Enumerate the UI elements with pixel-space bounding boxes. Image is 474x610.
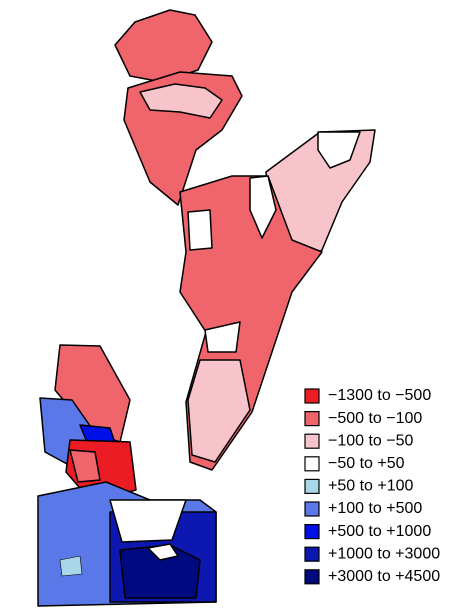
region	[317, 131, 361, 169]
region	[109, 499, 187, 543]
legend-label: −100 to −50	[328, 432, 414, 449]
region	[59, 555, 83, 577]
legend-swatch	[304, 388, 320, 404]
legend-swatch	[304, 569, 320, 585]
region	[249, 175, 277, 239]
legend-swatch	[304, 523, 320, 540]
legend-swatch	[304, 433, 320, 449]
legend-label: −50 to +50	[328, 455, 405, 472]
legend-label: −500 to −100	[328, 410, 422, 427]
region	[187, 209, 213, 251]
legend-label: +1000 to +3000	[328, 545, 440, 562]
region	[114, 9, 213, 83]
legend-swatch	[304, 456, 320, 472]
region	[139, 83, 223, 119]
legend-label: +500 to +1000	[328, 523, 431, 540]
choropleth-map	[37, 9, 376, 607]
region	[147, 543, 179, 561]
region	[204, 321, 241, 353]
legend-label: −1300 to −500	[328, 387, 431, 404]
region	[69, 449, 101, 483]
legend-swatch	[304, 501, 320, 517]
legend-swatch	[304, 478, 320, 494]
legend-swatch	[304, 411, 320, 427]
legend-label: +3000 to +4500	[328, 568, 440, 585]
legend: −1300 to −500 −500 to −100 −100 to −50 −50 …	[304, 387, 440, 585]
legend-label: +100 to +500	[328, 500, 422, 517]
region	[187, 359, 251, 463]
legend-label: +50 to +100	[328, 478, 414, 495]
legend-swatch	[304, 546, 320, 562]
